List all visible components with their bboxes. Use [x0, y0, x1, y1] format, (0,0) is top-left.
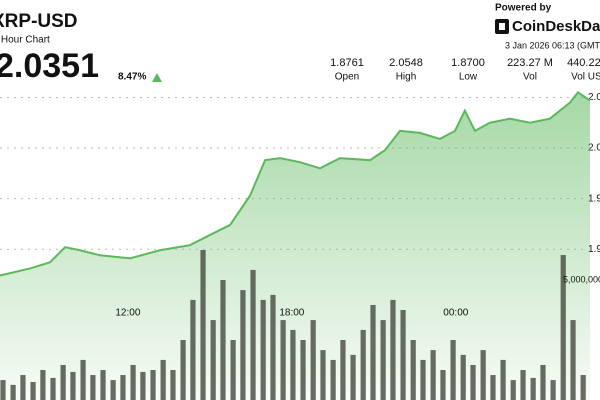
volume-bar — [150, 370, 156, 400]
price-area — [0, 92, 590, 400]
symbol: XRP-USD — [0, 11, 78, 32]
stat-label: High — [396, 72, 417, 83]
stat-value: 1.8700 — [451, 57, 485, 69]
volume-bar — [520, 370, 526, 400]
volume-bar — [550, 380, 556, 400]
volume-bar — [0, 380, 6, 400]
brand: CoinDeskData — [512, 18, 600, 35]
up-arrow — [152, 73, 162, 82]
subtitle: 24 Hour Chart — [0, 35, 50, 46]
y-tick-label: 2.05 — [588, 92, 600, 103]
volume-bar — [530, 377, 536, 400]
price: 2.0351 — [0, 47, 99, 85]
volume-bar — [580, 375, 586, 400]
volume-bar — [180, 340, 186, 400]
volume-bar — [370, 304, 376, 400]
volume-bar — [460, 354, 466, 400]
volume-bar — [50, 377, 56, 400]
y-tick-label: 2.00 — [588, 143, 600, 154]
y-tick-label: 1.90 — [588, 244, 600, 255]
volume-bar — [340, 340, 346, 400]
volume-bar — [360, 329, 366, 400]
volume-bar — [280, 320, 286, 400]
stat-label: Open — [335, 72, 359, 83]
volume-bar — [480, 350, 486, 400]
volume-bar — [430, 350, 436, 400]
volume-bar — [510, 380, 516, 400]
volume-bar — [170, 370, 176, 400]
stat-label: Low — [459, 72, 478, 83]
logo-icon-inner — [499, 23, 505, 30]
stat-value: 223.27 M — [507, 57, 553, 69]
volume-bar — [560, 255, 566, 400]
volume-bar — [90, 375, 96, 400]
volume-bar — [130, 364, 136, 400]
volume-bar — [200, 250, 206, 400]
volume-bar — [330, 359, 336, 400]
volume-bar — [300, 340, 306, 400]
volume-bar — [110, 380, 116, 400]
volume-bar — [40, 370, 46, 400]
y2-tick-label: 5,000,000 — [563, 274, 600, 284]
volume-bar — [10, 384, 16, 400]
volume-bar — [60, 364, 66, 400]
volume-bar — [400, 310, 406, 400]
volume-bar — [570, 320, 576, 400]
volume-bar — [390, 299, 396, 400]
plot: 2.05 2.00 1.95 1.90 5,000,000 12:00 18:00 00:00 — [0, 91, 600, 400]
stat-value: 1.8761 — [330, 57, 364, 69]
stat-value: 2.0548 — [389, 57, 423, 69]
x-tick-label: 18:00 — [279, 308, 304, 319]
volume-bar — [160, 359, 166, 400]
change: 8.47% — [118, 72, 146, 83]
y-tick-label: 1.95 — [588, 193, 600, 204]
volume-bar — [140, 371, 146, 400]
volume-bar — [20, 375, 26, 400]
volume-bar — [220, 280, 226, 400]
volume-bar — [120, 375, 126, 400]
stat-value: 440.22 M — [567, 57, 600, 69]
volume-bar — [350, 354, 356, 400]
volume-bar — [470, 364, 476, 400]
x-tick-label: 12:00 — [115, 308, 140, 319]
volume-bar — [310, 320, 316, 400]
stats: 1.8761 Open 2.0548 High 1.8700 Low 223.27 M Vol… — [330, 57, 600, 83]
volume-bar — [270, 294, 276, 400]
volume-bar — [210, 320, 216, 400]
volume-bar — [380, 320, 386, 400]
stat-label: Vol USD — [571, 72, 600, 83]
volume-bar — [320, 350, 326, 400]
volume-bar — [440, 370, 446, 400]
x-tick-label: 00:00 — [443, 308, 468, 319]
volume-bar — [100, 370, 106, 400]
volume-bar — [250, 269, 256, 400]
volume-bar — [490, 375, 496, 400]
volume-bar — [260, 299, 266, 400]
volume-bar — [290, 329, 296, 400]
volume-bar — [190, 299, 196, 400]
volume-bar — [30, 382, 36, 400]
date: 3 Jan 2026 06:13 (GMT) — [505, 40, 600, 50]
volume-bar — [450, 340, 456, 400]
volume-bar — [70, 371, 76, 400]
price-line — [0, 91, 591, 277]
volume-bar — [80, 359, 86, 400]
volume-bar — [540, 364, 546, 400]
volume-bar — [500, 359, 506, 400]
powered-by: Powered by — [495, 3, 552, 14]
volume-bar — [230, 340, 236, 400]
volume-bar — [240, 290, 246, 400]
volume-bar — [420, 359, 426, 400]
volume-bar — [410, 340, 416, 400]
stat-label: Vol — [523, 72, 537, 83]
